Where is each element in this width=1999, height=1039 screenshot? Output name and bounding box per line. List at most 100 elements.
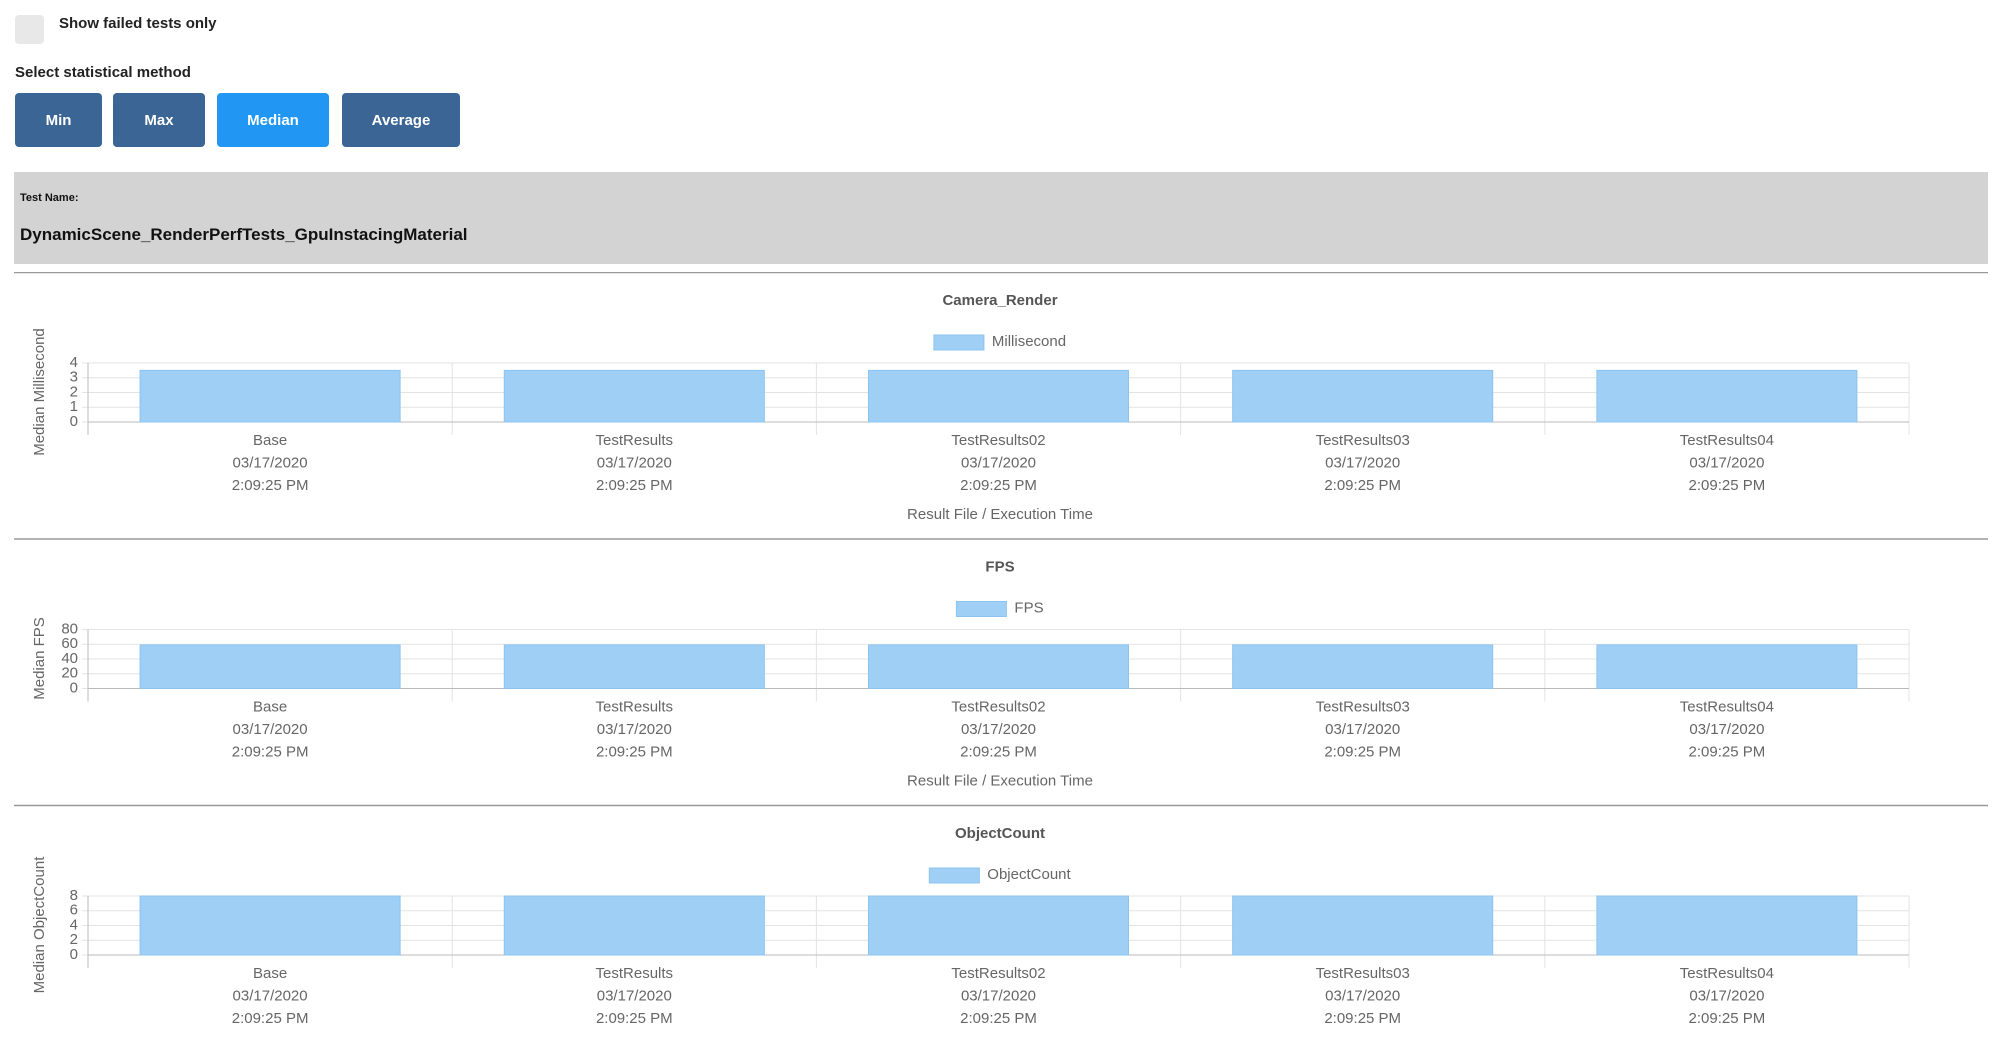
chart-title: FPS bbox=[985, 558, 1014, 575]
y-tick-label: 1 bbox=[70, 398, 78, 415]
bar bbox=[1596, 895, 1858, 956]
y-tick-label: 40 bbox=[61, 650, 78, 667]
bar bbox=[867, 895, 1130, 956]
bar bbox=[1232, 644, 1494, 689]
y-tick-label: 20 bbox=[61, 665, 78, 682]
x-tick-label: 2:09:25 PM bbox=[960, 743, 1037, 760]
x-tick-label: Base bbox=[253, 432, 287, 449]
x-tick-label: 2:09:25 PM bbox=[232, 1010, 309, 1027]
y-tick-label: 0 bbox=[70, 679, 78, 696]
x-tick-label: 2:09:25 PM bbox=[1689, 1010, 1766, 1027]
x-tick-label: 2:09:25 PM bbox=[596, 743, 673, 760]
y-tick-label: 3 bbox=[70, 369, 78, 386]
test-name-label: Test Name: bbox=[20, 192, 79, 204]
x-tick-label: Base bbox=[253, 965, 287, 982]
checkbox[interactable] bbox=[15, 15, 44, 44]
y-tick-label: 4 bbox=[70, 354, 78, 371]
bar bbox=[503, 369, 765, 423]
x-tick-label: TestResults02 bbox=[951, 965, 1045, 982]
x-tick-label: 03/17/2020 bbox=[1689, 454, 1764, 471]
x-tick-label: 2:09:25 PM bbox=[1324, 743, 1401, 760]
x-tick-label: 03/17/2020 bbox=[1689, 721, 1764, 738]
chart-title: Camera_Render bbox=[942, 292, 1057, 309]
x-tick-label: TestResults02 bbox=[951, 698, 1045, 715]
legend-swatch bbox=[955, 601, 1007, 617]
test-name: DynamicScene_RenderPerfTests_GpuInstacin… bbox=[20, 225, 468, 244]
legend-label: Millisecond bbox=[992, 333, 1066, 350]
y-axis-label: Median Millisecond bbox=[31, 328, 48, 456]
x-tick-label: TestResults04 bbox=[1680, 698, 1774, 715]
x-tick-label: 2:09:25 PM bbox=[232, 477, 309, 494]
x-tick-label: TestResults04 bbox=[1680, 965, 1774, 982]
x-tick-label: 2:09:25 PM bbox=[1324, 1010, 1401, 1027]
x-tick-label: 2:09:25 PM bbox=[232, 743, 309, 760]
x-tick-label: 03/17/2020 bbox=[1325, 987, 1400, 1004]
bar bbox=[503, 895, 765, 956]
x-tick-label: 2:09:25 PM bbox=[1689, 743, 1766, 760]
x-tick-label: TestResults03 bbox=[1316, 965, 1410, 982]
checkbox-label[interactable]: Show failed tests only bbox=[59, 15, 217, 32]
bar bbox=[139, 644, 401, 689]
y-tick-label: 4 bbox=[70, 916, 78, 933]
bar bbox=[1232, 895, 1494, 956]
x-tick-label: 03/17/2020 bbox=[233, 454, 308, 471]
bar bbox=[1596, 644, 1858, 689]
bar bbox=[139, 895, 401, 956]
x-axis-label: Result File / Execution Time bbox=[907, 506, 1093, 523]
x-tick-label: TestResults bbox=[596, 965, 674, 982]
legend-label: ObjectCount bbox=[987, 866, 1071, 883]
legend-swatch bbox=[928, 867, 980, 884]
y-tick-label: 8 bbox=[70, 887, 78, 904]
chart-title: ObjectCount bbox=[955, 825, 1045, 842]
legend-swatch bbox=[933, 334, 985, 351]
legend-label: FPS bbox=[1014, 599, 1043, 616]
x-tick-label: 2:09:25 PM bbox=[596, 1010, 673, 1027]
x-tick-label: 03/17/2020 bbox=[961, 454, 1036, 471]
y-axis-label: Median ObjectCount bbox=[31, 856, 48, 994]
y-tick-label: 6 bbox=[70, 902, 78, 919]
bar bbox=[867, 644, 1130, 689]
x-tick-label: TestResults bbox=[596, 698, 674, 715]
y-tick-label: 60 bbox=[61, 635, 78, 652]
x-tick-label: 03/17/2020 bbox=[597, 454, 672, 471]
y-tick-label: 80 bbox=[61, 620, 78, 637]
x-tick-label: Base bbox=[253, 698, 287, 715]
x-tick-label: 03/17/2020 bbox=[1689, 987, 1764, 1004]
method-button[interactable]: Median bbox=[217, 93, 329, 147]
bar bbox=[139, 369, 401, 423]
x-tick-label: TestResults03 bbox=[1316, 432, 1410, 449]
charts: Camera_RenderMillisecond01234Base03/17/2… bbox=[14, 272, 1988, 1027]
y-tick-label: 0 bbox=[70, 413, 78, 430]
x-tick-label: TestResults02 bbox=[951, 432, 1045, 449]
method-button[interactable]: Max bbox=[113, 93, 205, 147]
y-axis-label: Median FPS bbox=[31, 617, 48, 700]
x-tick-label: TestResults03 bbox=[1316, 698, 1410, 715]
method-button[interactable]: Average bbox=[342, 93, 460, 147]
y-tick-label: 2 bbox=[70, 931, 78, 948]
x-tick-label: 03/17/2020 bbox=[233, 721, 308, 738]
x-axis-label: Result File / Execution Time bbox=[907, 772, 1093, 789]
bar bbox=[1596, 369, 1858, 423]
x-tick-label: 03/17/2020 bbox=[597, 987, 672, 1004]
test-header bbox=[14, 172, 1988, 264]
y-tick-label: 0 bbox=[70, 946, 78, 963]
x-tick-label: 2:09:25 PM bbox=[596, 477, 673, 494]
bar bbox=[867, 369, 1130, 423]
x-tick-label: 03/17/2020 bbox=[1325, 454, 1400, 471]
x-tick-label: 03/17/2020 bbox=[1325, 721, 1400, 738]
x-tick-label: 2:09:25 PM bbox=[1689, 477, 1766, 494]
x-tick-label: 03/17/2020 bbox=[961, 987, 1036, 1004]
x-tick-label: 2:09:25 PM bbox=[960, 1010, 1037, 1027]
x-tick-label: 03/17/2020 bbox=[961, 721, 1036, 738]
x-tick-label: 2:09:25 PM bbox=[960, 477, 1037, 494]
method-button[interactable]: Min bbox=[15, 93, 102, 147]
bar bbox=[503, 644, 765, 689]
bar bbox=[1232, 369, 1494, 423]
x-tick-label: TestResults bbox=[596, 432, 674, 449]
x-tick-label: TestResults04 bbox=[1680, 432, 1774, 449]
method-label: Select statistical method bbox=[15, 64, 191, 81]
x-tick-label: 03/17/2020 bbox=[233, 987, 308, 1004]
y-tick-label: 2 bbox=[70, 383, 78, 400]
x-tick-label: 2:09:25 PM bbox=[1324, 477, 1401, 494]
